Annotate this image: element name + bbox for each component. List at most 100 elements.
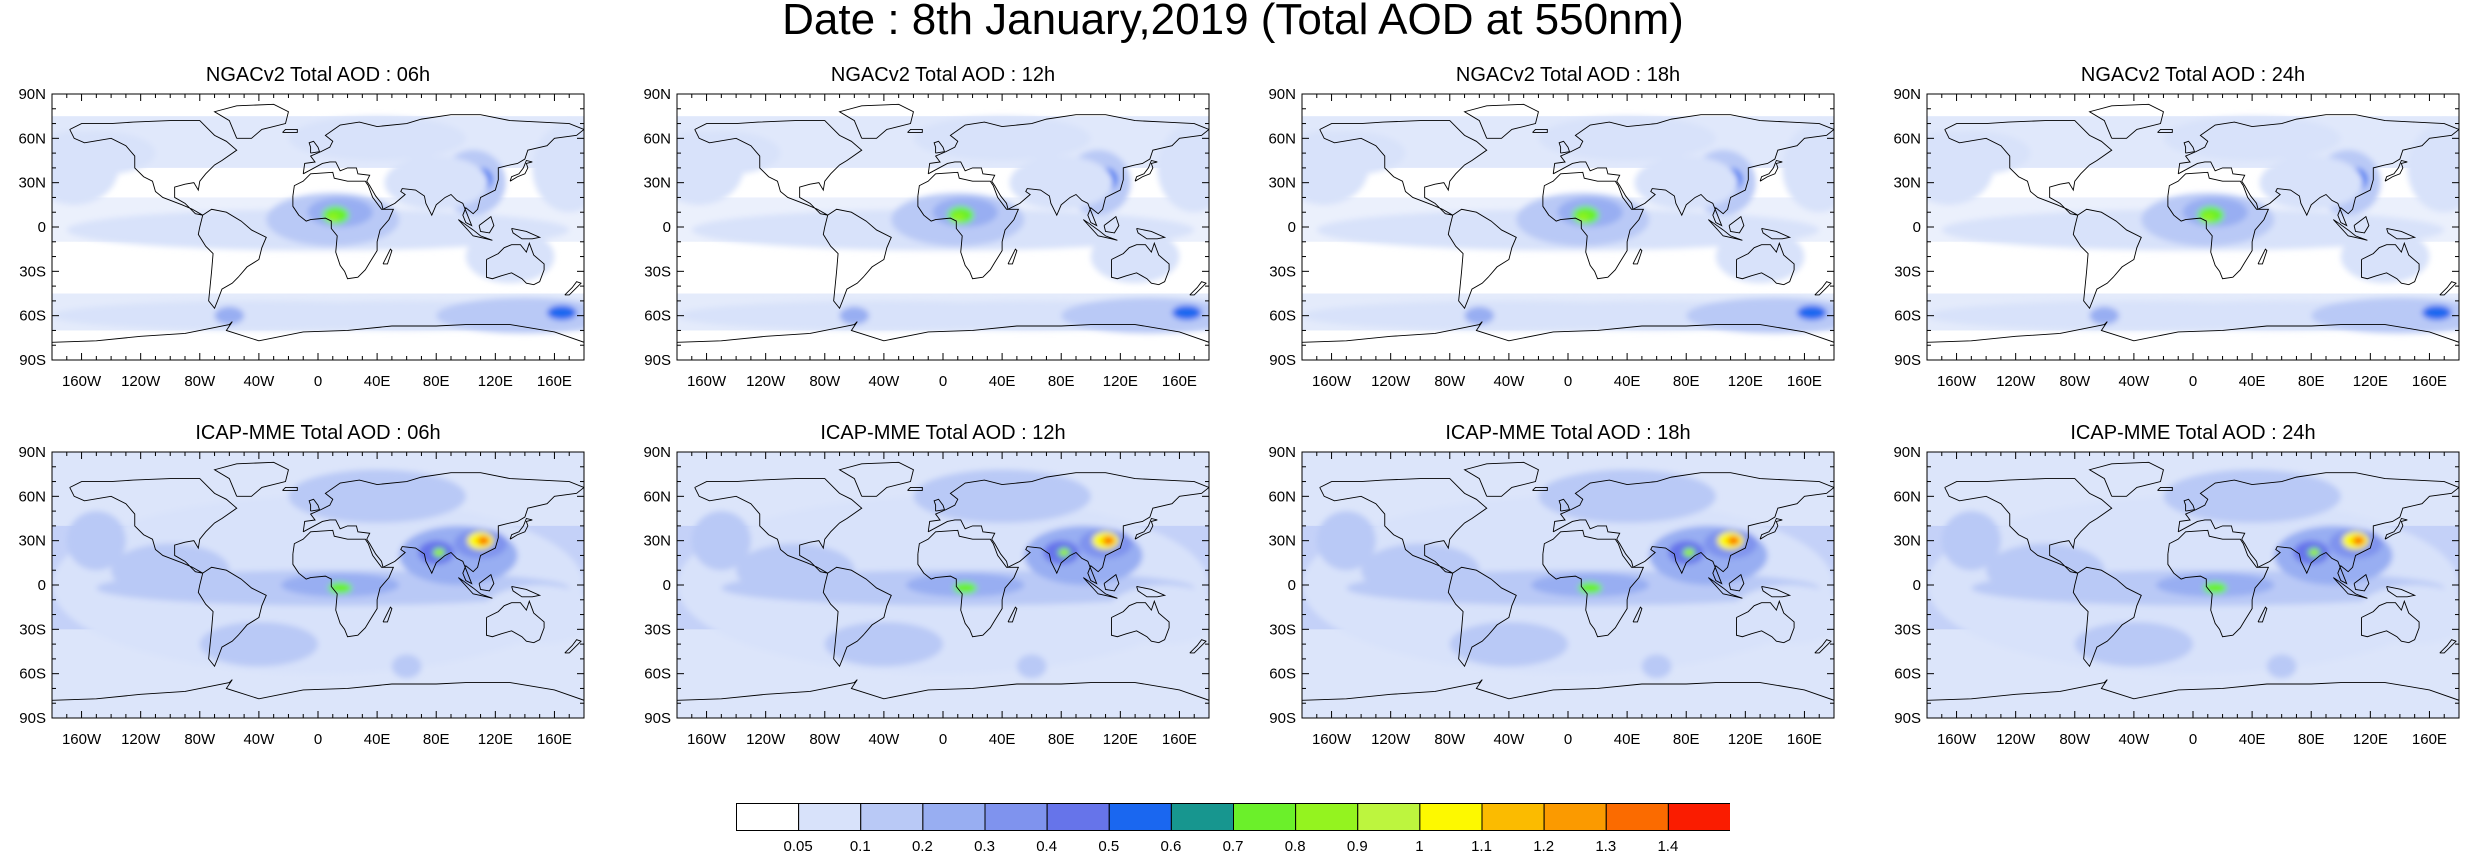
lat-tick-label: 30N bbox=[643, 175, 671, 192]
lon-tick-label: 120W bbox=[1371, 731, 1411, 748]
lon-tick-label: 80E bbox=[2298, 731, 2325, 748]
lon-tick-label: 40W bbox=[868, 731, 900, 748]
colorbar-label: 1.3 bbox=[1595, 838, 1616, 854]
lat-tick-label: 60S bbox=[644, 666, 671, 683]
map-panel: NGACv2 Total AOD : 18h 90N 60N 30N 0 30S 60S 90… bbox=[1257, 64, 1877, 394]
colorbar-swatch bbox=[984, 803, 1048, 831]
lon-tick-label: 80W bbox=[2059, 373, 2091, 390]
lat-tick-label: 60N bbox=[1893, 488, 1921, 505]
colorbar-label: 0.05 bbox=[784, 838, 813, 854]
lon-tick-label: 160E bbox=[1162, 373, 1197, 390]
colorbar: 0.05 0.1 0.2 0.3 0.4 0.5 0.6 0.7 0.8 0.9 1 1.1 1.2 1.… bbox=[736, 803, 1730, 854]
lon-tick-label: 80W bbox=[2059, 731, 2091, 748]
lon-tick-label: 40W bbox=[1493, 731, 1525, 748]
colorbar-swatch bbox=[1419, 803, 1483, 831]
lon-tick-label: 120E bbox=[478, 731, 513, 748]
lat-tick-label: 0 bbox=[38, 577, 46, 594]
colorbar-swatch bbox=[860, 803, 924, 831]
lat-tick-label: 60N bbox=[643, 130, 671, 147]
lon-tick-label: 160E bbox=[1162, 731, 1197, 748]
lat-tick-label: 90N bbox=[1893, 444, 1921, 461]
lat-tick-label: 0 bbox=[1913, 219, 1921, 236]
lat-tick-label: 30N bbox=[1268, 533, 1296, 550]
lon-tick-label: 80E bbox=[1673, 373, 1700, 390]
world-map: 90N 60N 30N 0 30S 60S 90S 160W 120W 80W 40W 0 40E 80E… bbox=[18, 444, 585, 748]
lon-tick-label: 160W bbox=[1937, 373, 1977, 390]
lon-tick-label: 0 bbox=[939, 373, 947, 390]
lon-tick-label: 80E bbox=[1048, 373, 1075, 390]
lon-tick-label: 80E bbox=[1048, 731, 1075, 748]
lat-tick-label: 90S bbox=[1269, 352, 1296, 369]
colorbar-label: 1 bbox=[1415, 838, 1423, 854]
lon-tick-label: 160W bbox=[687, 373, 727, 390]
colorbar-label: 1.2 bbox=[1533, 838, 1554, 854]
colorbar-label: 0.9 bbox=[1347, 838, 1368, 854]
map-panel: NGACv2 Total AOD : 12h 90N 60N 30N 0 30S 60S 90… bbox=[632, 64, 1252, 394]
colorbar-swatch bbox=[1605, 803, 1669, 831]
lon-tick-label: 40E bbox=[989, 373, 1016, 390]
colorbar-swatch bbox=[1543, 803, 1607, 831]
colorbar-swatch bbox=[1357, 803, 1421, 831]
colorbar-swatch bbox=[1295, 803, 1359, 831]
colorbar-label: 1.1 bbox=[1471, 838, 1492, 854]
colorbar-swatch bbox=[922, 803, 986, 831]
colorbar-swatch bbox=[1170, 803, 1234, 831]
lon-tick-label: 40W bbox=[1493, 373, 1525, 390]
lon-tick-label: 80E bbox=[423, 731, 450, 748]
lat-tick-label: 30N bbox=[18, 175, 46, 192]
lon-tick-label: 120E bbox=[478, 373, 513, 390]
lon-tick-label: 40W bbox=[2118, 731, 2150, 748]
lat-tick-label: 60S bbox=[1894, 308, 1921, 325]
lon-tick-label: 160E bbox=[1787, 373, 1822, 390]
map-panel: ICAP-MME Total AOD : 18h 90N 60N 30N 0 30S 60S… bbox=[1257, 422, 1877, 752]
map-panel: ICAP-MME Total AOD : 12h 90N 60N 30N 0 30S 60S… bbox=[632, 422, 1252, 752]
lon-tick-label: 120W bbox=[746, 731, 786, 748]
lat-tick-label: 60S bbox=[19, 308, 46, 325]
lon-tick-label: 160E bbox=[1787, 731, 1822, 748]
world-map: 90N 60N 30N 0 30S 60S 90S 160W 120W 80W 40W 0 40E 80E… bbox=[1268, 444, 1835, 748]
world-map: 90N 60N 30N 0 30S 60S 90S 160W 120W 80W 40W 0 40E 80E… bbox=[18, 86, 585, 390]
lat-tick-label: 30S bbox=[1894, 263, 1921, 280]
colorbar-label: 1.4 bbox=[1657, 838, 1678, 854]
panel-title: NGACv2 Total AOD : 06h bbox=[205, 64, 431, 86]
lon-tick-label: 40W bbox=[243, 731, 275, 748]
lat-tick-label: 90N bbox=[1268, 86, 1296, 103]
panel-title: NGACv2 Total AOD : 12h bbox=[830, 64, 1056, 86]
lat-tick-label: 90S bbox=[19, 352, 46, 369]
panel-title: ICAP-MME Total AOD : 12h bbox=[820, 422, 1066, 444]
lon-tick-label: 120E bbox=[2353, 373, 2388, 390]
lat-tick-label: 90N bbox=[1268, 444, 1296, 461]
world-map: 90N 60N 30N 0 30S 60S 90S 160W 120W 80W 40W 0 40E 80E… bbox=[643, 444, 1210, 748]
lat-tick-label: 30S bbox=[19, 263, 46, 280]
lat-tick-label: 30N bbox=[1893, 175, 1921, 192]
lon-tick-label: 40E bbox=[1614, 373, 1641, 390]
lon-tick-label: 80W bbox=[184, 373, 216, 390]
lon-tick-label: 160E bbox=[537, 731, 572, 748]
lat-tick-label: 30S bbox=[1269, 621, 1296, 638]
map-panel: NGACv2 Total AOD : 24h 90N 60N 30N 0 30S 60S 90… bbox=[1882, 64, 2466, 394]
colorbar-label: 0.2 bbox=[912, 838, 933, 854]
colorbar-swatch bbox=[1481, 803, 1545, 831]
world-map: 90N 60N 30N 0 30S 60S 90S 160W 120W 80W 40W 0 40E 80E… bbox=[1893, 86, 2460, 390]
lon-tick-label: 160W bbox=[1937, 731, 1977, 748]
lat-tick-label: 90N bbox=[643, 86, 671, 103]
panel-title: ICAP-MME Total AOD : 06h bbox=[195, 422, 441, 444]
lat-tick-label: 30N bbox=[643, 533, 671, 550]
lat-tick-label: 90N bbox=[18, 86, 46, 103]
lat-tick-label: 0 bbox=[1288, 219, 1296, 236]
lon-tick-label: 120E bbox=[2353, 731, 2388, 748]
lon-tick-label: 160W bbox=[62, 731, 102, 748]
panel-title: ICAP-MME Total AOD : 18h bbox=[1445, 422, 1691, 444]
lon-tick-label: 160W bbox=[687, 731, 727, 748]
lat-tick-label: 30S bbox=[1894, 621, 1921, 638]
lon-tick-label: 80W bbox=[809, 731, 841, 748]
lat-tick-label: 90S bbox=[19, 710, 46, 727]
lon-tick-label: 120W bbox=[746, 373, 786, 390]
lon-tick-label: 0 bbox=[2189, 373, 2197, 390]
lon-tick-label: 0 bbox=[2189, 731, 2197, 748]
colorbar-swatch bbox=[1233, 803, 1297, 831]
lat-tick-label: 60S bbox=[1269, 308, 1296, 325]
lon-tick-label: 160E bbox=[2412, 731, 2447, 748]
lat-tick-label: 60S bbox=[19, 666, 46, 683]
lat-tick-label: 60N bbox=[1268, 488, 1296, 505]
